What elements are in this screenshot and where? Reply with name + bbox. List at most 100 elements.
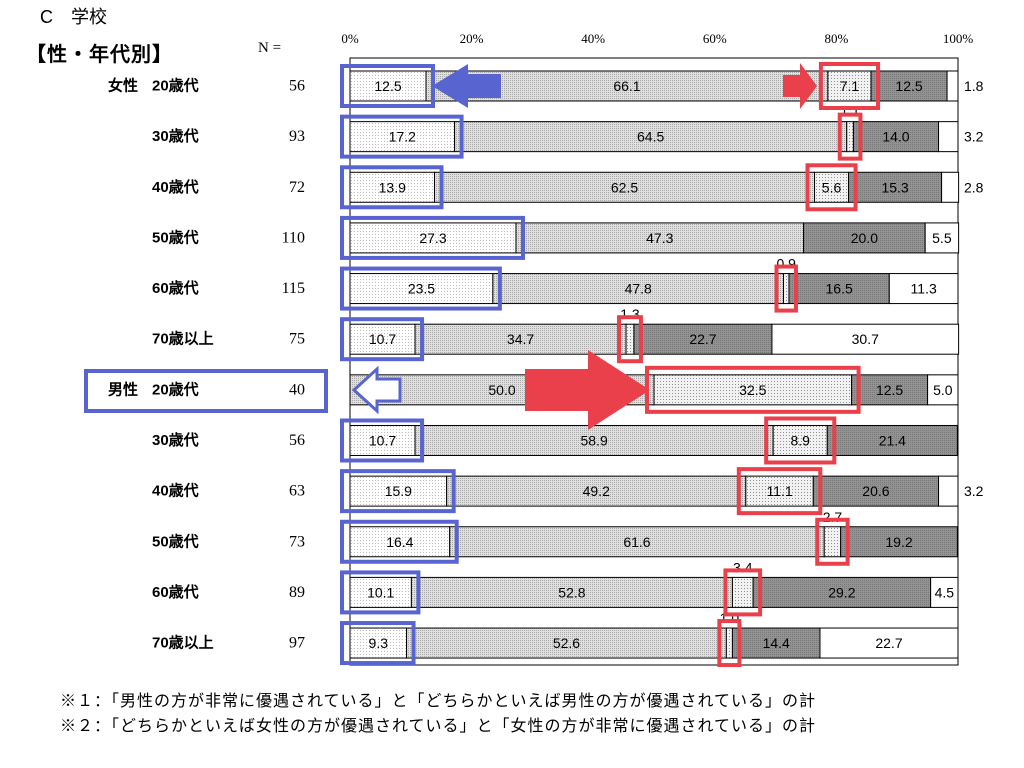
bar-segment-2 xyxy=(454,121,848,153)
data-label: 29.2 xyxy=(828,584,855,600)
group-label: 女性 xyxy=(108,77,138,95)
red-highlight-box xyxy=(818,62,881,110)
bar-segment-1 xyxy=(349,627,408,659)
row-label-highlight-box xyxy=(84,369,328,413)
data-label: 52.6 xyxy=(553,635,580,651)
n-value: 40 xyxy=(289,381,305,398)
bar-segment-1 xyxy=(349,70,427,102)
n-value: 110 xyxy=(282,229,305,246)
data-label: 22.7 xyxy=(689,331,716,347)
category-label: 40歳代 xyxy=(152,178,199,196)
chart-title: C 学校 xyxy=(40,7,107,27)
n-value: 75 xyxy=(289,331,305,348)
bar-segment-1 xyxy=(349,171,436,203)
blue-highlight-box xyxy=(340,469,456,514)
data-label: 5.5 xyxy=(932,230,952,246)
footnote-1: ※１：「男性の方が非常に優遇されている」と「どちらかといえば男性の方が優遇されて… xyxy=(60,693,817,710)
bar-segment-5 xyxy=(946,70,959,102)
bar-segment-4 xyxy=(788,273,890,305)
data-label: 47.8 xyxy=(625,281,652,297)
x-tick-label: 80% xyxy=(824,31,848,46)
bar-segment-2 xyxy=(492,273,785,305)
bar-segment-2 xyxy=(414,424,774,456)
data-label: 15.3 xyxy=(881,179,908,195)
group-label: 男性 xyxy=(108,380,138,398)
footnote-2: ※２：「どちらかといえば女性の方が優遇されている」と「女性の方が非常に優遇されて… xyxy=(60,718,817,735)
bar-segment-1 xyxy=(349,121,456,153)
category-label: 60歳代 xyxy=(152,583,199,601)
bar-segment-5 xyxy=(938,475,959,507)
blue-highlight-box xyxy=(340,215,525,260)
bar-segment-2 xyxy=(434,171,816,203)
bar-segment-5 xyxy=(938,121,959,153)
n-header: N = xyxy=(258,40,281,56)
data-label: 13.9 xyxy=(379,179,406,195)
data-label: 30.7 xyxy=(852,331,879,347)
bar-segment-4 xyxy=(848,171,943,203)
data-label: 49.2 xyxy=(583,483,610,499)
bar-segment-3 xyxy=(783,273,790,305)
data-label: 23.5 xyxy=(408,281,435,297)
data-label: 16.5 xyxy=(826,281,853,297)
n-value: 97 xyxy=(289,635,305,652)
bar-segment-4 xyxy=(803,222,926,254)
data-label: 7.1 xyxy=(840,78,860,94)
category-label: 70歳以上 xyxy=(152,634,214,652)
red-highlight-box xyxy=(837,112,863,161)
bar-segment-5 xyxy=(930,576,959,608)
data-label: 3.4 xyxy=(733,559,753,575)
category-label: 20歳代 xyxy=(152,77,199,95)
bar-segment-2 xyxy=(410,576,733,608)
bar-segment-5 xyxy=(888,273,959,305)
bar-segment-4 xyxy=(812,475,940,507)
data-label: 47.3 xyxy=(646,230,673,246)
data-label: 10.1 xyxy=(367,584,394,600)
data-label: 5.0 xyxy=(933,382,953,398)
data-label: 34.7 xyxy=(507,331,534,347)
x-tick-label: 20% xyxy=(460,31,484,46)
large-right-arrow-marker xyxy=(525,350,650,430)
data-label: 17.2 xyxy=(389,129,416,145)
x-tick-label: 100% xyxy=(943,31,974,46)
left-arrow-marker xyxy=(432,64,501,108)
chart-subtitle: 【性・年代別】 xyxy=(26,44,173,66)
data-label: 10.7 xyxy=(369,432,396,448)
category-label: 70歳以上 xyxy=(152,330,214,348)
data-label: 2.8 xyxy=(964,179,984,195)
data-label: 62.5 xyxy=(611,179,638,195)
category-label: 50歳代 xyxy=(152,532,199,550)
bar-segment-4 xyxy=(852,121,940,153)
data-label: 58.9 xyxy=(580,432,607,448)
x-tick-label: 0% xyxy=(341,31,359,46)
data-label: 12.5 xyxy=(374,78,401,94)
data-label: 32.5 xyxy=(739,382,766,398)
data-label: 3.2 xyxy=(964,129,984,145)
red-highlight-box xyxy=(774,264,798,313)
data-label: 20.6 xyxy=(862,483,889,499)
data-label: 14.4 xyxy=(763,635,790,651)
right-arrow-marker xyxy=(783,63,817,109)
bar-segment-3 xyxy=(823,526,842,558)
data-label: 21.4 xyxy=(879,432,906,448)
blue-highlight-box xyxy=(340,519,459,564)
bar-segment-1 xyxy=(349,323,416,355)
n-value: 73 xyxy=(289,533,305,550)
category-label: 60歳代 xyxy=(152,279,199,297)
bar-segment-4 xyxy=(851,374,929,406)
data-label: 10.7 xyxy=(369,331,396,347)
n-value: 63 xyxy=(289,483,305,500)
data-label: 11.1 xyxy=(766,483,792,499)
data-label: 1.8 xyxy=(964,78,984,94)
data-label: 64.5 xyxy=(637,129,664,145)
data-label: 20.0 xyxy=(851,230,878,246)
data-label: 66.1 xyxy=(613,78,640,94)
bar-segment-1 xyxy=(349,475,448,507)
bar-segment-4 xyxy=(752,576,932,608)
bar-segment-3 xyxy=(846,121,854,153)
blue-highlight-box xyxy=(340,570,421,615)
plot-frame xyxy=(349,57,959,666)
data-label: 27.3 xyxy=(419,230,446,246)
bar-segment-1 xyxy=(349,576,412,608)
category-label: 30歳代 xyxy=(152,431,199,449)
